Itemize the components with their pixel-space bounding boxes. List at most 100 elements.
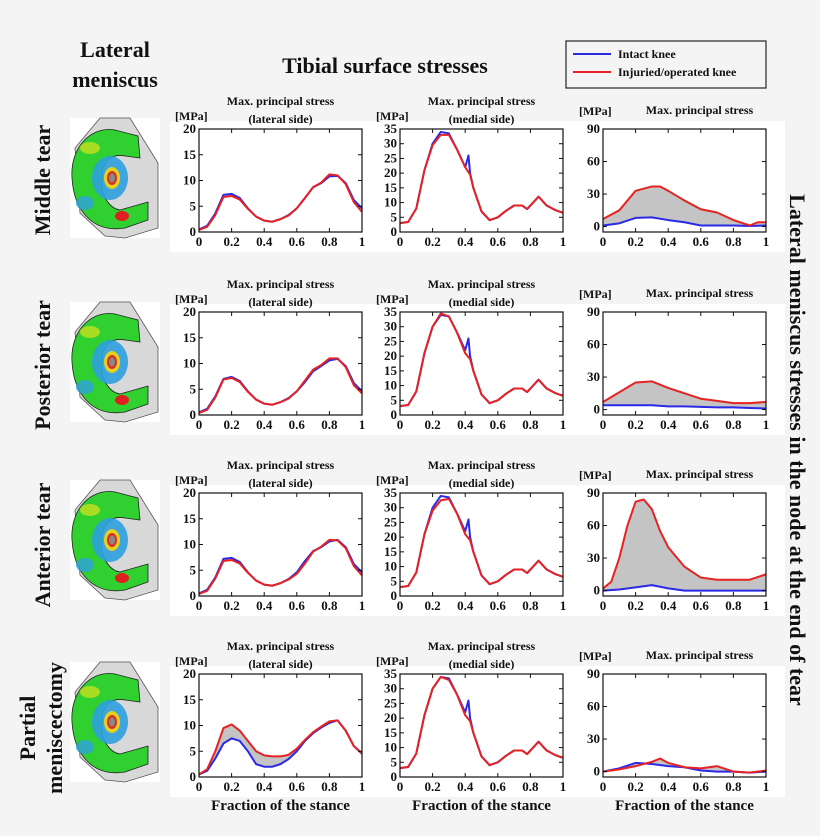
- x-tick-label: 0.2: [424, 779, 440, 794]
- y-tick-label: 35: [384, 304, 398, 319]
- y-tick-label: 60: [587, 154, 600, 169]
- stress-core: [109, 357, 115, 367]
- plot-frame: [602, 128, 767, 233]
- x-tick-label: 0.8: [321, 598, 338, 613]
- legend: Intact knee Injuried/operated knee: [565, 40, 767, 89]
- x-tick-label: 0: [600, 779, 607, 794]
- chart-1-2: Max. principal stress [MPa] 0 30 60 90 0 0.2 0.4…: [579, 286, 769, 432]
- y-tick-label: 30: [384, 319, 397, 334]
- x-tick-label: 0: [196, 779, 203, 794]
- y-unit-label: [MPa]: [376, 654, 409, 668]
- stress-blue-patch: [76, 196, 94, 210]
- x-tick-label: 0: [196, 598, 203, 613]
- difference-area: [603, 186, 766, 227]
- y-tick-label: 25: [384, 514, 398, 529]
- x-tick-label: 0.6: [490, 417, 507, 432]
- y-tick-label: 15: [183, 511, 197, 526]
- chart-2-1: Max. principal stress (medial side) [MPa] 0…: [376, 458, 566, 613]
- y-tick-label: 25: [384, 695, 398, 710]
- x-tick-label: 0.6: [693, 234, 710, 249]
- chart-title: Max. principal stress: [646, 286, 754, 300]
- y-tick-label: 0: [594, 583, 601, 598]
- y-tick-label: 30: [587, 186, 600, 201]
- x-tick-label: 1: [763, 779, 770, 794]
- x-tick-label: 0.2: [424, 417, 440, 432]
- y-tick-label: 30: [587, 731, 600, 746]
- stress-peak-patch: [115, 573, 129, 583]
- stress-yellow-patch: [80, 326, 100, 338]
- x-tick-label: 0.2: [223, 598, 239, 613]
- meniscus-stress-image: [70, 117, 160, 239]
- difference-area: [199, 720, 362, 775]
- chart-title-line2: (medial side): [449, 295, 515, 309]
- difference-area: [603, 499, 766, 591]
- x-tick-label: 0.8: [725, 598, 742, 613]
- x-axis-label: Fraction of the stance: [615, 798, 754, 814]
- injured-knee-line: [602, 757, 767, 774]
- x-tick-label: 0.4: [660, 779, 677, 794]
- x-axis-label: Fraction of the stance: [412, 798, 551, 814]
- row-label: Anterior tear: [30, 482, 55, 607]
- y-tick-label: 35: [384, 485, 398, 500]
- y-tick-label: 10: [384, 740, 397, 755]
- y-tick-label: 30: [384, 500, 397, 515]
- chart-title-line1: Max. principal stress: [428, 458, 536, 472]
- y-tick-label: 60: [587, 337, 600, 352]
- x-tick-label: 1: [359, 417, 366, 432]
- y-unit-label: [MPa]: [579, 649, 612, 663]
- y-tick-label: 15: [384, 180, 398, 195]
- chart-3-1: Max. principal stress (medial side) [MPa] 0…: [376, 639, 566, 814]
- y-unit-label: [MPa]: [579, 287, 612, 301]
- stress-core: [109, 535, 115, 545]
- y-tick-label: 20: [384, 529, 397, 544]
- left-title-line1: Lateral: [80, 37, 150, 62]
- y-unit-label: [MPa]: [579, 468, 612, 482]
- x-tick-label: 0: [600, 417, 607, 432]
- chart-0-1: Max. principal stress (medial side) [MPa] 0…: [376, 94, 566, 249]
- y-tick-label: 5: [190, 562, 197, 577]
- stress-peak-patch: [115, 211, 129, 221]
- chart-3-0: Max. principal stress (lateral side) [MPa]…: [175, 639, 365, 814]
- y-tick-label: 0: [190, 769, 197, 784]
- injured-knee-line: [399, 133, 564, 225]
- y-unit-label: [MPa]: [175, 109, 208, 123]
- y-tick-label: 0: [391, 769, 398, 784]
- chart-title-line1: Max. principal stress: [227, 94, 335, 108]
- chart-title-line1: Max. principal stress: [227, 277, 335, 291]
- chart-title-line2: (lateral side): [248, 295, 312, 309]
- row-label-line1: Partial: [15, 696, 40, 761]
- right-vertical-title: Lateral meniscus stresses in the node at…: [785, 194, 810, 706]
- chart-2-0: Max. principal stress (lateral side) [MPa]…: [175, 458, 365, 613]
- chart-3-2: Max. principal stress [MPa] 0 30 60 90 0 0.2 0.4…: [579, 648, 769, 814]
- y-tick-label: 20: [384, 165, 397, 180]
- legend-label-injured: Injuried/operated knee: [618, 65, 737, 79]
- y-tick-label: 20: [384, 348, 397, 363]
- y-tick-label: 90: [587, 121, 600, 136]
- y-unit-label: [MPa]: [175, 473, 208, 487]
- y-tick-label: 5: [391, 754, 398, 769]
- y-tick-label: 30: [384, 681, 397, 696]
- y-tick-label: 60: [587, 518, 600, 533]
- x-tick-label: 0.4: [256, 598, 273, 613]
- x-tick-label: 0.6: [490, 779, 507, 794]
- x-tick-label: 0.2: [223, 234, 239, 249]
- plot-frame: [399, 673, 564, 778]
- y-unit-label: [MPa]: [376, 109, 409, 123]
- x-tick-label: 0.4: [256, 779, 273, 794]
- injured-knee-line: [399, 312, 564, 408]
- meniscus-stress-image: [70, 661, 160, 783]
- y-tick-label: 5: [190, 743, 197, 758]
- x-tick-label: 0.2: [424, 234, 440, 249]
- x-tick-label: 0.8: [522, 417, 539, 432]
- x-tick-label: 1: [359, 779, 366, 794]
- x-tick-label: 0.4: [660, 234, 677, 249]
- x-tick-label: 0.2: [223, 417, 239, 432]
- chart-title-line1: Max. principal stress: [428, 94, 536, 108]
- y-tick-label: 5: [391, 209, 398, 224]
- x-tick-label: 0.8: [725, 234, 742, 249]
- y-tick-label: 0: [391, 588, 398, 603]
- row-label-line2: meniscectomy: [42, 662, 67, 794]
- x-tick-label: 0: [397, 417, 404, 432]
- stress-blue-patch: [76, 558, 94, 572]
